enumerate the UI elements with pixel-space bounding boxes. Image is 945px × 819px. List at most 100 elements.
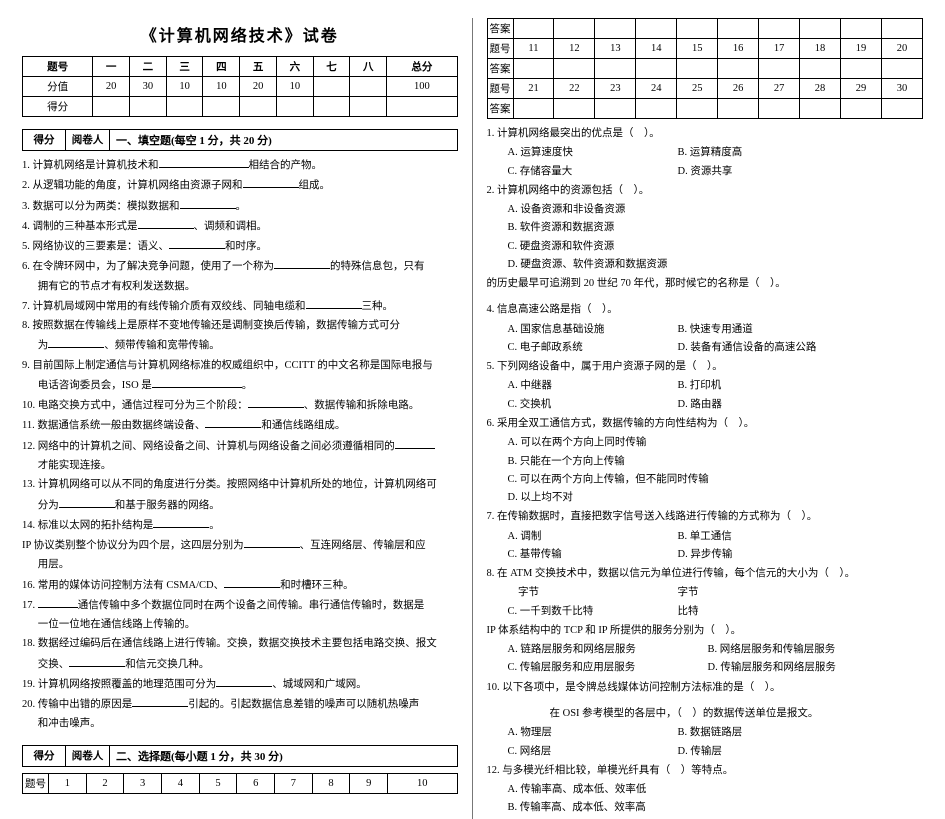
qnum: 19 [841,39,882,59]
answer-sheet-row1: 题号 1 2 3 4 5 6 7 8 9 10 [22,773,458,794]
th: 二 [130,57,167,77]
qnum: 18 [800,39,841,59]
mcq-q3: 的历史最早可追溯到 20 世纪 70 年代，那时候它的名称是（ ）。 [487,276,924,292]
td: 10 [203,77,240,97]
fill-q19: 19. 计算机网络按照覆盖的地理范围可分为、城域网和广域网。 [22,676,458,693]
mcq-q2c: C. 硬盘资源和软件资源 [508,239,924,255]
fill-q9a: 9. 目前国际上制定通信与计算机网络标准的权威组织中，CCITT 的中文名称是国… [22,358,458,374]
th: 一 [93,57,130,77]
td: 分值 [23,77,93,97]
mcq-q11-opts: A. 物理层B. 数据链路层 [508,725,924,741]
qnum: 6 [237,773,275,793]
th: 总分 [387,57,457,77]
row-label: 答案 [487,19,513,39]
fill-q18b: 交换、和信元交换几种。 [22,656,458,673]
qnum: 24 [636,79,677,99]
th: 题号 [23,57,93,77]
mcq-q12b: B. 传输率高、成本低、效率高 [508,800,924,816]
fill-q12b: 才能实现连接。 [22,458,458,474]
fill-q18a: 18. 数据经过编码后在通信线路上进行传输。交换，数据交换技术主要包括电路交换、… [22,636,458,652]
qnum: 22 [554,79,595,99]
td: 10 [166,77,203,97]
fill-q20c: 和冲击噪声。 [22,716,458,732]
qnum: 8 [312,773,350,793]
mcq-q7: 7. 在传输数据时，直接把数字信号送入线路进行传输的方式称为（ ）。 [487,509,924,525]
mcq-q6d: D. 以上均不对 [508,490,924,506]
mcq-q7-opts: A. 调制B. 单工通信 [508,529,924,545]
td [313,97,350,117]
fill-q20: 20. 传输中出错的原因是引起的。引起数据信息差错的噪声可以随机热噪声 [22,696,458,713]
fill-q10: 10. 电路交换方式中，通信过程可分为三个阶段：、数据传输和拆除电路。 [22,397,458,414]
td: 得分 [23,97,93,117]
section1-header: 得分 阅卷人 一、填空题(每空 1 分，共 20 分) [22,129,458,151]
mcq-q6a: A. 可以在两个方向上同时传输 [508,435,924,451]
td: 30 [130,77,167,97]
qnum: 13 [595,39,636,59]
mcq-q8-opts: 字节字节 [508,585,924,601]
th: 八 [350,57,387,77]
td [166,97,203,117]
qnum: 7 [275,773,313,793]
th: 五 [240,57,277,77]
qnum: 4 [162,773,200,793]
mcq-q6b: B. 只能在一个方向上传输 [508,454,924,470]
qnum: 16 [718,39,759,59]
fill-q6c: 拥有它的节点才有权利发送数据。 [22,279,458,295]
td [203,97,240,117]
td [93,97,130,117]
qnum: 5 [199,773,237,793]
qnum: 11 [513,39,554,59]
mcq-q11-opts2: C. 网络层D. 传输层 [508,744,924,760]
qnum: 21 [513,79,554,99]
qnum: 26 [718,79,759,99]
score-summary-table: 题号 一 二 三 四 五 六 七 八 总分 分值 20 30 10 10 20 … [22,56,458,117]
qnum: 20 [881,39,922,59]
qnum: 30 [881,79,922,99]
fill-q2: 2. 从逻辑功能的角度，计算机网络由资源子网和组成。 [22,177,458,194]
fill-q14: 14. 标准以太网的拓扑结构是。 [22,517,458,534]
mcq-q1-opts: A. 运算速度快B. 运算精度高 [508,145,924,161]
fill-q3: 3. 数据可以分为两类：模拟数据和。 [22,198,458,215]
mcq-q4-opts2: C. 电子邮政系统D. 装备有通信设备的高速公路 [508,340,924,356]
mcq-q12a: A. 传输率高、成本低、效率低 [508,782,924,798]
grader-box: 阅卷人 [66,745,110,767]
mcq-q7-opts2: C. 基带传输D. 异步传输 [508,547,924,563]
score-box: 得分 [22,745,66,767]
qnum: 15 [677,39,718,59]
fill-q17: 17. 通信传输中多个数据位同时在两个设备之间传输。串行通信传输时，数据是 [22,597,458,614]
mcq-q2b: B. 软件资源和数据资源 [508,220,924,236]
qnum: 12 [554,39,595,59]
th: 四 [203,57,240,77]
td: 10 [276,77,313,97]
td [313,77,350,97]
fill-q15c: 用层。 [22,557,458,573]
qnum: 14 [636,39,677,59]
fill-q8b: 为、频带传输和宽带传输。 [22,337,458,354]
qnum: 17 [759,39,800,59]
fill-q8a: 8. 按照数据在传输线上是原样不变地传输还是调制变换后传输，数据传输方式可分 [22,318,458,334]
fill-q11: 11. 数据通信系统一般由数据终端设备、和通信线路组成。 [22,417,458,434]
fill-q6: 6. 在令牌环网中，为了解决竞争问题，使用了一个称为的特殊信息包，只有 [22,258,458,275]
exam-title: 《计算机网络技术》试卷 [22,22,458,46]
left-column: 《计算机网络技术》试卷 题号 一 二 三 四 五 六 七 八 总分 分值 20 … [8,18,473,819]
mcq-q9: IP 体系结构中的 TCP 和 IP 所提供的服务分别为（ ）。 [487,623,924,639]
section1-title: 一、填空题(每空 1 分，共 20 分) [110,129,458,151]
th: 七 [313,57,350,77]
td [350,97,387,117]
grader-box: 阅卷人 [66,129,110,151]
qnum: 10 [388,773,457,793]
mcq-q5: 5. 下列网络设备中，属于用户资源子网的是（ ）。 [487,359,924,375]
fill-q17c: 一位一位地在通信线路上传输的。 [22,617,458,633]
mcq-q12: 12. 与多模光纤相比较，单模光纤具有（ ）等特点。 [487,763,924,779]
mcq-q1-opts2: C. 存储容量大D. 资源共享 [508,164,924,180]
fill-q5: 5. 网络协议的三要素是：语义、和时序。 [22,238,458,255]
mcq-q1: 1. 计算机网络最突出的优点是（ ）。 [487,126,924,142]
row-label: 答案 [487,59,513,79]
fill-q16: 16. 常用的媒体访问控制方法有 CSMA/CD、和时槽环三种。 [22,577,458,594]
fill-q15: IP 协议类别整个协议分为四个层，这四层分别为、互连网络层、传输层和应 [22,537,458,554]
mcq-q2a: A. 设备资源和非设备资源 [508,202,924,218]
fill-q12a: 12. 网络中的计算机之间、网络设备之间、计算机与网络设备之间必须遵循相同的 [22,438,458,455]
th: 三 [166,57,203,77]
qnum: 28 [800,79,841,99]
mcq-q9-opts: A. 链路层服务和网络层服务B. 网络层服务和传输层服务 [508,642,924,658]
